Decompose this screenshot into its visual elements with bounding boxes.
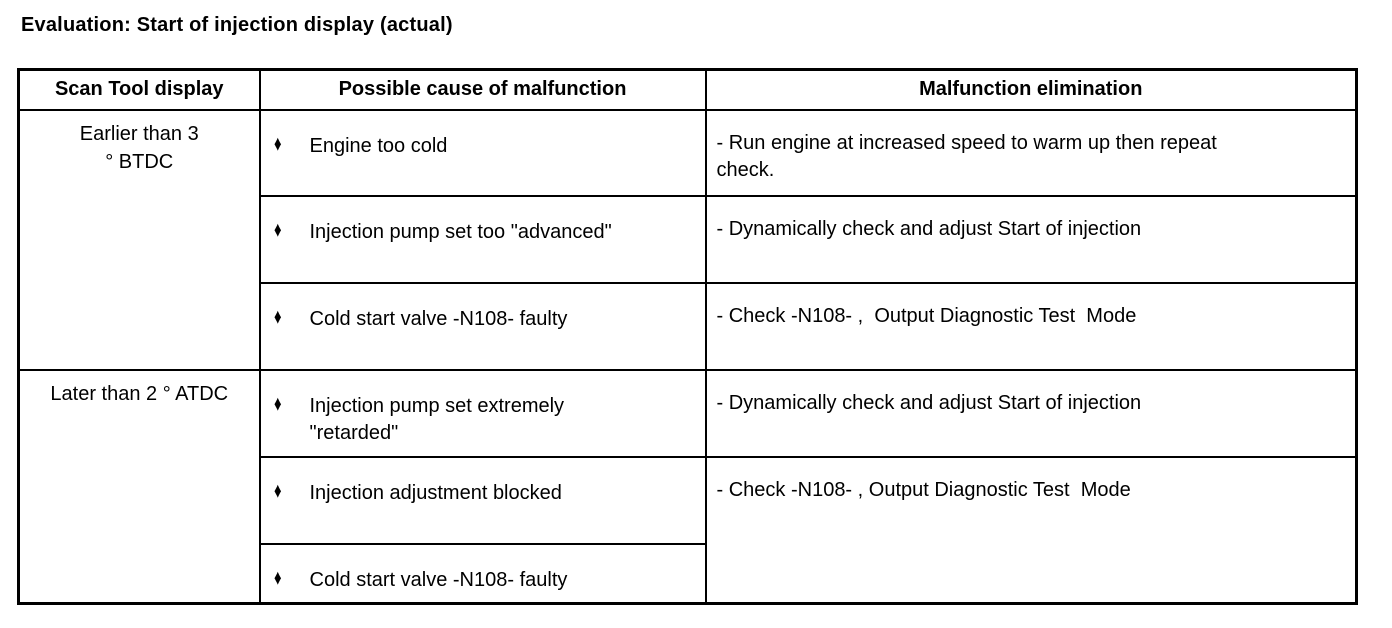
elimination-cell: - Check -N108- , Output Diagnostic Test … (704, 281, 1358, 371)
bullet-icon: ♦ (273, 566, 282, 590)
scan-display-line: Earlier than 3 (79, 122, 199, 145)
cause-text: Injection pump set extremely "retarded" (309, 394, 565, 444)
scan-display-earlier-cell: Earlier than 3 ° BTDC (17, 108, 261, 371)
cause-cell: ♦ Cold start valve -N108- faulty (258, 281, 707, 371)
elimination-cell: - Dynamically check and adjust Start of … (704, 368, 1358, 458)
cause-text: Engine too cold (309, 134, 448, 157)
cause-cell: ♦ Engine too cold (258, 108, 707, 197)
cause-text: Injection adjustment blocked (309, 481, 562, 504)
bullet-icon: ♦ (273, 479, 282, 503)
cause-text: Cold start valve -N108- faulty (309, 307, 568, 330)
table-row: ♦ Cold start valve -N108- faulty (19, 542, 1357, 605)
table-header-row: Scan Tool display Possible cause of malf… (17, 68, 1358, 111)
page-title: Evaluation: Start of injection display (… (21, 14, 453, 36)
table-row: Later than 2 ° ATDC ♦ Injection pump set… (17, 368, 1358, 605)
header-malfunction-elimination: Malfunction elimination (704, 68, 1358, 111)
scan-display-line: Later than 2 ° ATDC (50, 382, 229, 405)
table-row: ♦ Injection pump set too "advanced" - Dy… (19, 194, 1358, 284)
cause-text: Cold start valve -N108- faulty (309, 568, 568, 591)
cause-cell: ♦ Injection pump set too "advanced" (258, 194, 707, 284)
table-row: ♦ Cold start valve -N108- faulty - Check… (19, 281, 1358, 371)
elimination-cell: - Check -N108- , Output Diagnostic Test … (704, 455, 1358, 605)
cause-text: Injection pump set too "advanced" (309, 220, 612, 243)
table-row: ♦ Injection adjustment blocked - Check -… (19, 455, 1358, 605)
scan-display-later-cell: Later than 2 ° ATDC (17, 368, 261, 605)
cause-cell: ♦ Injection pump set extremely "retarded… (258, 368, 707, 458)
header-possible-cause: Possible cause of malfunction (258, 68, 707, 111)
header-scan-tool-display: Scan Tool display (17, 68, 261, 111)
table-row: Earlier than 3 ° BTDC ♦ Engine too cold … (17, 108, 1358, 371)
scan-display-line: ° BTDC (105, 150, 174, 173)
elimination-cell: - Dynamically check and adjust Start of … (704, 194, 1358, 284)
elimination-cell: - Run engine at increased speed to warm … (704, 108, 1358, 197)
cause-cell: ♦ Injection adjustment blocked (258, 455, 707, 545)
bullet-icon: ♦ (273, 392, 282, 416)
cause-cell: ♦ Cold start valve -N108- faulty (258, 542, 707, 605)
bullet-icon: ♦ (273, 132, 282, 156)
bullet-icon: ♦ (273, 218, 282, 242)
bullet-icon: ♦ (273, 305, 282, 329)
evaluation-table: Scan Tool display Possible cause of malf… (17, 68, 1358, 605)
